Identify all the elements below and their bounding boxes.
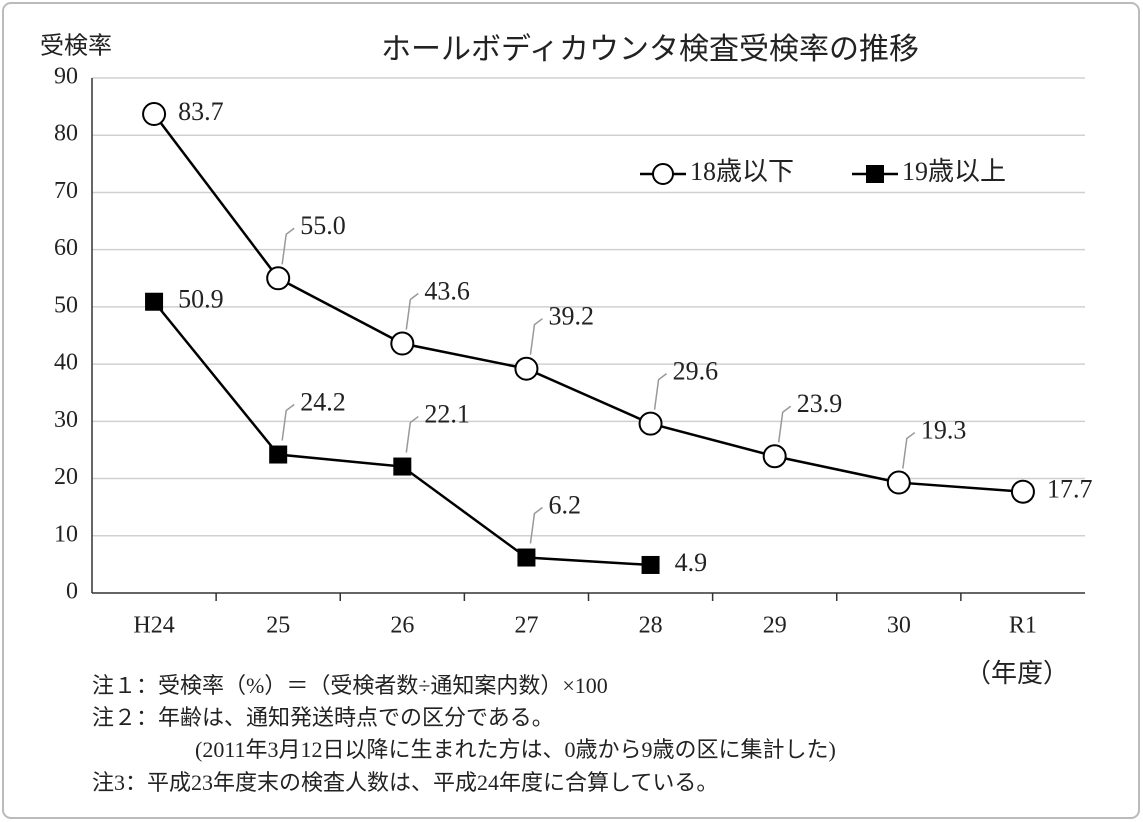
series-line <box>153 113 1024 493</box>
y-axis-label: 受検率 <box>40 33 112 60</box>
x-tick-label: 29 <box>763 613 787 639</box>
y-tick-label: 0 <box>66 579 78 605</box>
y-tick-label: 60 <box>54 235 78 261</box>
point <box>886 470 911 495</box>
data-label: 22.1 <box>424 400 470 429</box>
legend-label: 18歳以下 <box>690 157 794 186</box>
point <box>393 457 412 476</box>
note: 注１：受検率（%）＝（受検者数÷通知案内数）×100 <box>92 673 608 698</box>
data-label: 24.2 <box>300 387 346 416</box>
y-tick-label: 10 <box>54 521 78 547</box>
point <box>762 444 787 469</box>
y-tick-label: 50 <box>54 292 78 318</box>
data-label: 55.0 <box>300 211 346 240</box>
data-label: 50.9 <box>178 285 224 314</box>
data-label: 4.9 <box>675 548 708 577</box>
leader-line <box>529 506 543 544</box>
x-tick-label: R1 <box>1009 613 1037 639</box>
leader-line <box>777 405 792 443</box>
leader-line <box>529 318 543 355</box>
legend-marker <box>866 165 884 183</box>
note: (2011年3月12日以降に生まれた方は、0歳から9歳の区に集計した) <box>195 737 836 762</box>
data-label: 17.7 <box>1047 475 1093 504</box>
chart-title: ホールボディカウンタ検査受検率の推移 <box>381 33 919 66</box>
leader-line <box>281 403 295 441</box>
x-tick-label: 25 <box>266 613 290 639</box>
x-tick-label: 27 <box>514 613 538 639</box>
y-tick-label: 20 <box>54 464 78 490</box>
point <box>638 411 663 436</box>
x-axis-label: （年度） <box>965 659 1069 688</box>
y-tick-label: 80 <box>54 121 78 147</box>
x-tick-label: 28 <box>639 613 663 639</box>
legend-marker <box>652 163 674 185</box>
y-tick-label: 90 <box>54 64 78 90</box>
point <box>266 266 291 291</box>
x-tick-label: H24 <box>133 613 174 639</box>
point <box>142 102 167 127</box>
point <box>145 292 164 311</box>
data-label: 39.2 <box>548 302 594 331</box>
leader-line <box>405 415 419 453</box>
x-tick-label: 30 <box>887 613 911 639</box>
data-label: 6.2 <box>548 490 581 519</box>
x-tick-label: 26 <box>390 613 414 639</box>
leader-line <box>281 227 295 265</box>
data-label: 83.7 <box>178 97 224 126</box>
leader-line <box>902 431 916 469</box>
y-tick-label: 70 <box>54 178 78 204</box>
data-label: 19.3 <box>921 416 967 445</box>
point <box>390 331 415 356</box>
data-label: 23.9 <box>797 389 843 418</box>
leader-line <box>405 292 419 330</box>
point <box>517 548 536 567</box>
point <box>641 555 660 574</box>
legend-label: 19歳以上 <box>902 157 1006 186</box>
note: 注3：平成23年度末の検査人数は、平成24年度に合算している。 <box>92 770 718 795</box>
y-tick-label: 30 <box>54 407 78 433</box>
data-label: 43.6 <box>424 276 470 305</box>
y-tick-label: 40 <box>54 350 78 376</box>
point <box>269 445 288 464</box>
leader-line <box>653 373 668 410</box>
point <box>1010 479 1035 504</box>
note: 注２：年齢は、通知発送時点での区分である。 <box>92 705 554 730</box>
point <box>514 356 539 381</box>
data-label: 29.6 <box>673 357 719 386</box>
